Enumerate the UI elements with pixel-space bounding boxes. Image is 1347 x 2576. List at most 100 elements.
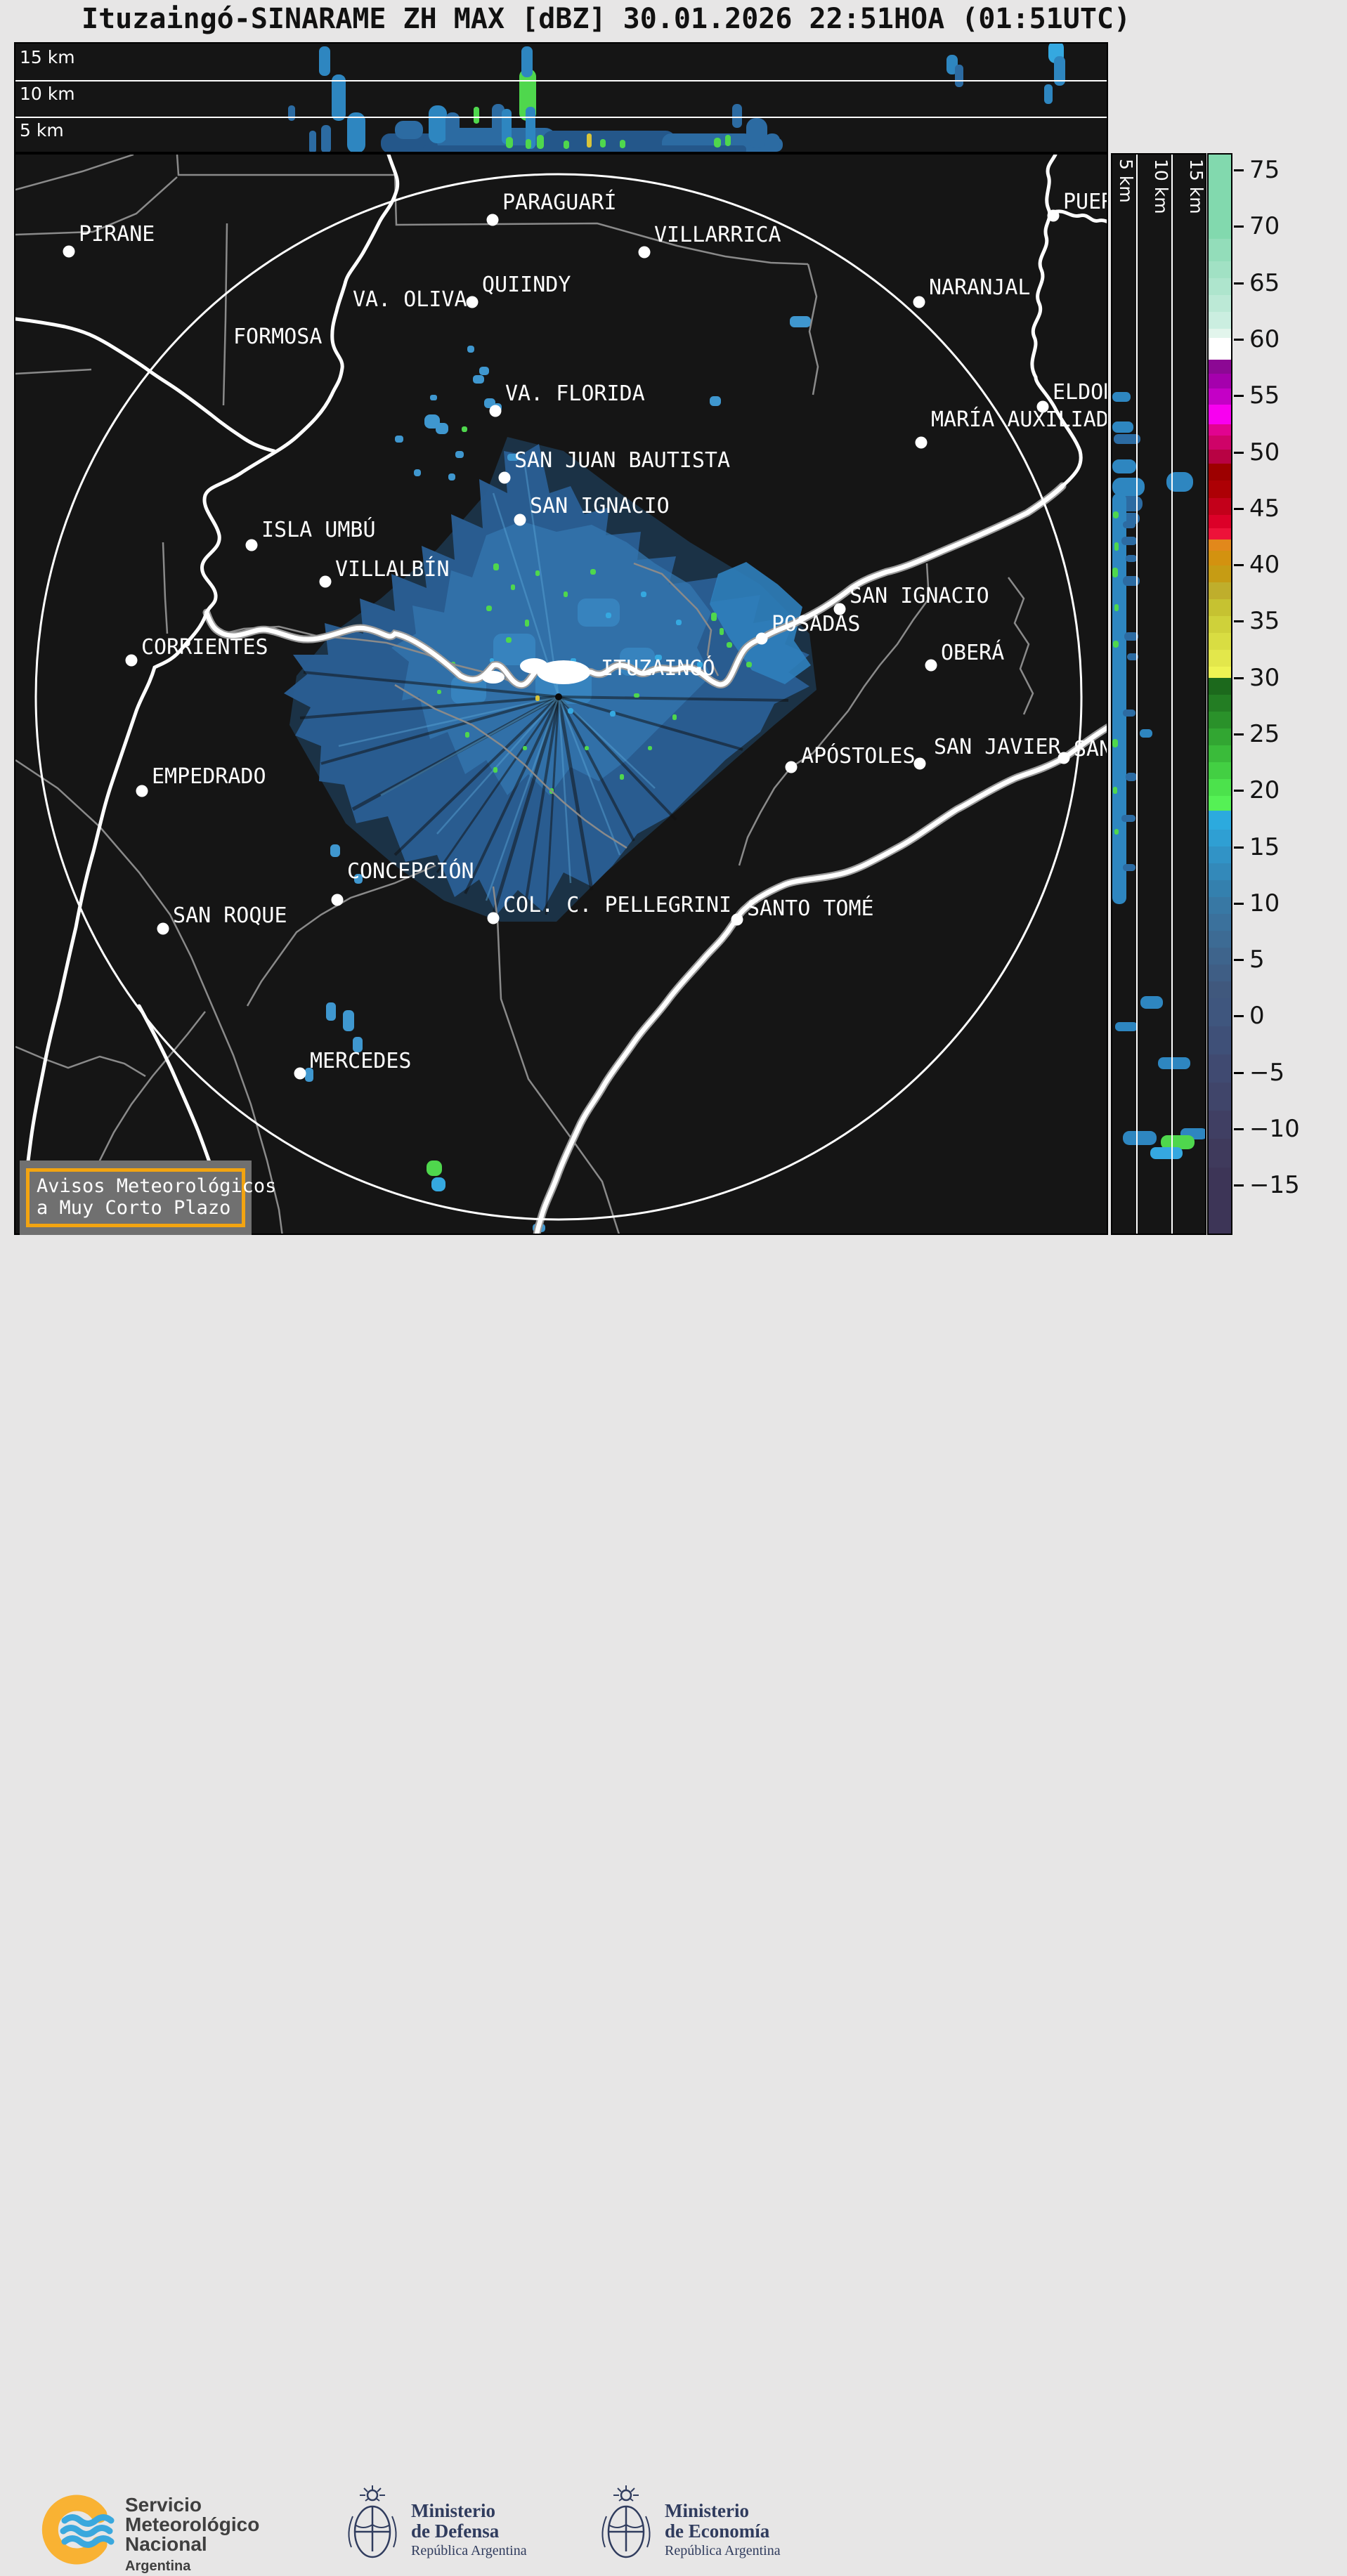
- radar-echo-speckle: [568, 708, 573, 714]
- radar-echo-speckle: [676, 620, 682, 625]
- city-dot: [157, 922, 169, 935]
- city-marker: VA. FLORIDA: [489, 381, 645, 417]
- radar-echo-region: [710, 562, 811, 684]
- warning-box[interactable]: Avisos Meteorológicos a Muy Corto Plazo: [20, 1160, 276, 1235]
- economia-wordmark: Ministerio de Economía República Argenti…: [665, 2501, 781, 2560]
- city-marker: QUIINDY: [466, 273, 571, 308]
- city-label: APÓSTOLES: [801, 743, 916, 769]
- city-dot: [487, 912, 500, 924]
- colorbar-tick-label: 25: [1249, 720, 1280, 748]
- top-cross-section-plot: 15 km 10 km 5 km: [15, 44, 1107, 152]
- city-label: ELDOR: [1053, 380, 1107, 405]
- radar-spoke-shadow: [436, 696, 560, 873]
- city-label: QUIINDY: [482, 273, 571, 297]
- colorbar-tick: [1234, 1128, 1244, 1131]
- city-label: ISLA UMBÚ: [261, 516, 376, 542]
- height-label: 10 km: [20, 84, 75, 104]
- river: [1030, 155, 1083, 488]
- radar-echo-speckle: [697, 662, 703, 667]
- colorbar-tick: [1234, 676, 1244, 679]
- colorbar-tick-label: 60: [1249, 325, 1280, 353]
- echo-blob: [1123, 521, 1135, 528]
- colorbar-band: [1209, 329, 1231, 339]
- city-marker: MARÍA AUXILIADOR: [915, 407, 1107, 449]
- echo-blob: [1054, 56, 1065, 86]
- city-marker: ELDOR: [1036, 380, 1107, 413]
- colorbar-tick: [1234, 902, 1244, 905]
- radar-echo-speckle: [523, 746, 527, 750]
- city-label: VA. OLIVA: [353, 287, 467, 312]
- echo-blob: [474, 107, 479, 124]
- echo-blob: [1114, 604, 1119, 611]
- radar-spoke-shadow: [464, 696, 560, 894]
- colorbar-tick: [1234, 846, 1244, 849]
- page-title: Ituzaingó-SINARAME ZH MAX [dBZ] 30.01.20…: [82, 3, 1131, 35]
- city-dot: [466, 296, 479, 308]
- city-dot: [331, 894, 344, 906]
- radar-echo-speckle: [511, 584, 515, 590]
- echo-blob: [309, 131, 316, 152]
- echo-blob: [1112, 493, 1126, 904]
- colorbar-tick: [1234, 338, 1244, 341]
- echo-blob: [1140, 996, 1163, 1009]
- echo-blob: [620, 140, 625, 148]
- colorbar-band: [1209, 449, 1231, 465]
- city-dot: [63, 245, 75, 258]
- echo-blob: [521, 46, 533, 77]
- echo-blob: [1115, 1022, 1138, 1031]
- city-dot: [1058, 752, 1070, 764]
- city-label: POSADAS: [772, 612, 860, 636]
- radar-echo-speckle: [525, 620, 529, 627]
- admin-border: [807, 263, 819, 395]
- city-label: CONCEPCIÓN: [347, 858, 474, 884]
- radar-echo-speckle: [746, 662, 752, 667]
- colorbar-band: [1209, 239, 1231, 262]
- city-marker: VILLARRICA: [638, 223, 781, 259]
- colorbar-tick-label: 15: [1249, 832, 1280, 861]
- city-marker: CONCEPCIÓN: [331, 858, 474, 906]
- city-dot: [1036, 400, 1049, 413]
- city-label: SAN ROQUE: [173, 903, 287, 928]
- radar-spoke-shadow: [491, 696, 561, 915]
- colorbar-band: [1209, 374, 1231, 389]
- echo-blob: [423, 145, 746, 152]
- smn-line-2: Meteorológico: [125, 2513, 260, 2535]
- defensa-line-3: República Argentina: [411, 2543, 527, 2558]
- radar-echo-speckle: [493, 767, 497, 773]
- radar-echo-speckle: [414, 469, 421, 476]
- city-label: FORMOSA: [233, 325, 322, 349]
- smn-logo: [41, 2495, 115, 2565]
- colorbar-band: [1209, 810, 1231, 830]
- echo-blob: [492, 104, 505, 133]
- city-dot: [514, 514, 526, 526]
- radar-echo-speckle: [610, 711, 616, 717]
- colorbar-band: [1209, 632, 1231, 650]
- radar-spoke-shadow: [557, 696, 635, 842]
- admin-border: [15, 155, 134, 191]
- echo-blob: [1126, 555, 1137, 562]
- echo-blob: [445, 112, 460, 145]
- city-marker: MERCEDES: [294, 1049, 412, 1080]
- city-label: SAN JUAN BAUTISTA: [514, 448, 730, 473]
- defensa-coat-of-arms: [348, 2485, 397, 2558]
- echo-blob: [725, 135, 731, 146]
- echo-blob: [1123, 1131, 1157, 1145]
- colorbar-band: [1209, 424, 1231, 437]
- city-label: SAN IGNACIO: [850, 584, 989, 608]
- echo-blob: [1113, 511, 1119, 518]
- city-marker: POSADAS: [755, 612, 860, 645]
- city-dot: [136, 785, 148, 797]
- admin-border: [15, 1045, 146, 1078]
- colorbar-band: [1209, 497, 1231, 516]
- city-label: PIRANE: [79, 222, 155, 247]
- main-map-panel: PIRANE PARAGUARÍ VILLARRICA QUIINDY VA. OLIV…: [14, 153, 1108, 1235]
- echo-blob: [746, 118, 767, 148]
- radar-spoke-streak: [557, 696, 572, 884]
- colorbar-band: [1209, 582, 1231, 600]
- echo-blob: [1140, 729, 1152, 738]
- radar-echo-speckle: [493, 563, 499, 570]
- warning-line-2: a Muy Corto Plazo: [37, 1197, 231, 1219]
- radar-echo-speckle: [473, 375, 484, 384]
- radar-spoke-streak: [338, 695, 559, 747]
- colorbar-tick: [1234, 1015, 1244, 1018]
